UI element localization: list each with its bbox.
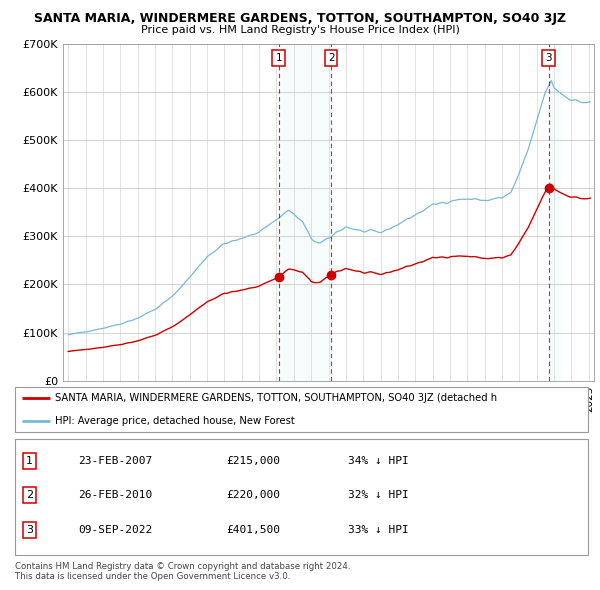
Text: SANTA MARIA, WINDERMERE GARDENS, TOTTON, SOUTHAMPTON, SO40 3JZ (detached h: SANTA MARIA, WINDERMERE GARDENS, TOTTON,…	[55, 394, 497, 404]
Text: This data is licensed under the Open Government Licence v3.0.: This data is licensed under the Open Gov…	[15, 572, 290, 581]
Text: Contains HM Land Registry data © Crown copyright and database right 2024.: Contains HM Land Registry data © Crown c…	[15, 562, 350, 571]
Text: 26-FEB-2010: 26-FEB-2010	[79, 490, 153, 500]
Text: 23-FEB-2007: 23-FEB-2007	[79, 456, 153, 466]
Text: 09-SEP-2022: 09-SEP-2022	[79, 525, 153, 535]
Text: HPI: Average price, detached house, New Forest: HPI: Average price, detached house, New …	[55, 415, 295, 425]
Text: SANTA MARIA, WINDERMERE GARDENS, TOTTON, SOUTHAMPTON, SO40 3JZ: SANTA MARIA, WINDERMERE GARDENS, TOTTON,…	[34, 12, 566, 25]
Text: 3: 3	[545, 53, 552, 63]
FancyBboxPatch shape	[15, 439, 588, 555]
Text: 1: 1	[275, 53, 282, 63]
Text: 32% ↓ HPI: 32% ↓ HPI	[348, 490, 409, 500]
Bar	[278, 44, 331, 381]
Text: 2: 2	[328, 53, 334, 63]
FancyBboxPatch shape	[15, 387, 588, 432]
Text: 2: 2	[26, 490, 33, 500]
Text: 1: 1	[26, 456, 33, 466]
Text: £220,000: £220,000	[226, 490, 280, 500]
Text: 3: 3	[26, 525, 33, 535]
Text: 34% ↓ HPI: 34% ↓ HPI	[348, 456, 409, 466]
Text: 33% ↓ HPI: 33% ↓ HPI	[348, 525, 409, 535]
Text: £401,500: £401,500	[226, 525, 280, 535]
Text: £215,000: £215,000	[226, 456, 280, 466]
Text: Price paid vs. HM Land Registry's House Price Index (HPI): Price paid vs. HM Land Registry's House …	[140, 25, 460, 35]
Bar	[549, 44, 561, 381]
